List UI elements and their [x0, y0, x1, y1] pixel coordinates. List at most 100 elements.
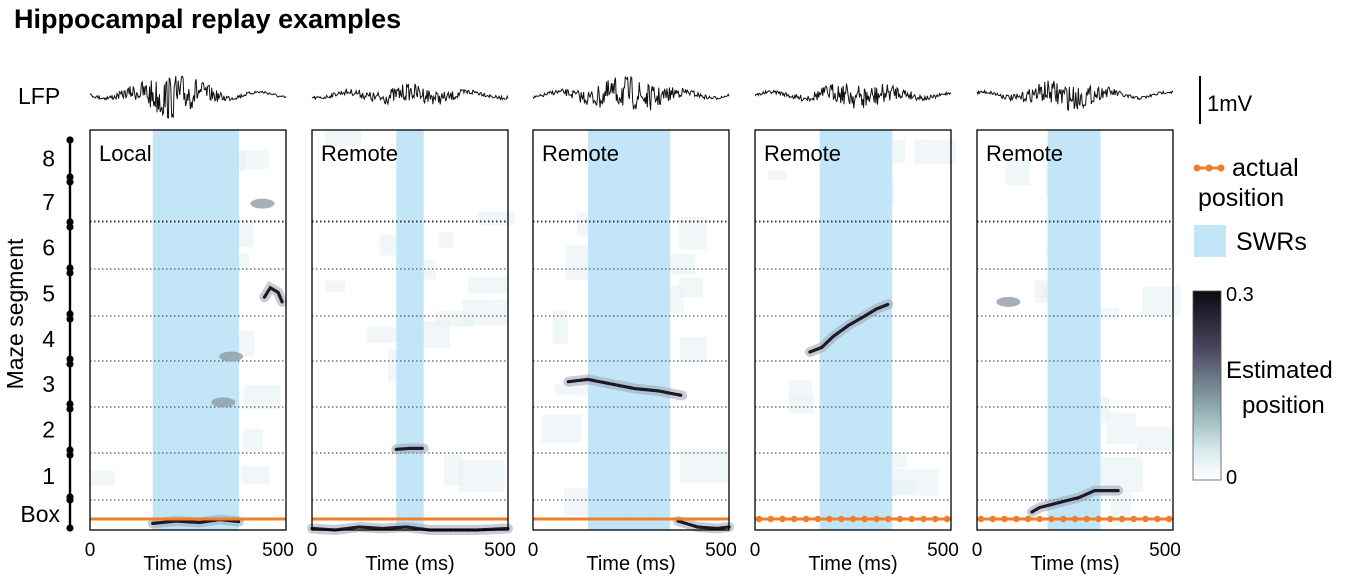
y-tick-label: 8: [42, 146, 55, 172]
posterior-haze: [554, 384, 601, 396]
actual-position-dot: [826, 515, 833, 523]
actual-position-dot: [245, 517, 249, 521]
lfp-trace: [754, 83, 952, 109]
actual-position-dot: [116, 517, 119, 521]
actual-position-dot: [896, 515, 904, 523]
panel-label: Remote: [542, 141, 619, 166]
y-tick-label: 3: [42, 371, 55, 397]
panel-label: Remote: [986, 141, 1063, 166]
actual-position-dot: [479, 517, 482, 521]
actual-position-dot: [408, 517, 412, 521]
legend: actual position SWRs 0.3 0 Estimated pos…: [1192, 154, 1333, 489]
segment-node: [66, 173, 74, 181]
x-tick-start: 0: [85, 540, 96, 561]
posterior-haze: [243, 384, 281, 410]
actual-position-dot: [1001, 515, 1008, 523]
panel-frame: [89, 129, 287, 531]
lfp-trace: [311, 82, 509, 106]
actual-position-dot: [885, 515, 892, 523]
x-tick-end: 500: [927, 540, 959, 561]
actual-position-dot: [1154, 515, 1161, 523]
lfp-traces: [89, 75, 1174, 119]
actual-position-dot: [653, 517, 656, 521]
x-tick-end: 500: [262, 540, 294, 561]
posterior-haze: [788, 397, 814, 414]
actual-position-dot: [849, 515, 857, 523]
swr-band: [819, 130, 893, 530]
replay-trajectory: [1030, 489, 1120, 514]
actual-position-dot: [174, 517, 178, 521]
posterior-haze: [458, 459, 505, 493]
actual-position-dot: [92, 517, 96, 521]
actual-position-dot: [373, 517, 377, 521]
actual-position-dot: [814, 515, 821, 523]
y-tick-label: 5: [42, 281, 55, 307]
panel-frame: [976, 129, 1174, 531]
actual-position-dot: [151, 517, 155, 521]
actual-position-dot: [326, 517, 330, 521]
posterior-haze: [680, 336, 708, 363]
swr-band: [152, 130, 239, 530]
actual-position-dot: [1036, 515, 1043, 523]
actual-position-dot: [629, 517, 633, 521]
actual-position-legend-dot: [1205, 164, 1213, 172]
actual-position-dot: [700, 517, 703, 521]
colorbar-max: 0.3: [1226, 284, 1254, 306]
actual-position-dot: [1024, 515, 1032, 523]
actual-position-dot: [163, 517, 166, 521]
actual-position-dot: [186, 517, 190, 521]
segment-node: [66, 493, 74, 501]
posterior-haze: [435, 311, 475, 328]
actual-position-dot: [1142, 515, 1149, 523]
scale-bar-label: 1mV: [1207, 91, 1253, 116]
x-axis-label: Time (ms): [808, 553, 897, 575]
swr-legend-label: SWRs: [1236, 228, 1307, 256]
segment-node: [66, 405, 74, 413]
actual-position-dot: [396, 517, 400, 521]
x-tick-start: 0: [750, 540, 761, 561]
actual-position-dot: [582, 517, 586, 521]
segment-node: [66, 315, 74, 323]
posterior-blob: [211, 397, 236, 408]
actual-position-dot: [767, 515, 774, 523]
actual-position-dot: [104, 517, 108, 521]
panel-frame: [754, 129, 952, 531]
actual-position-dot: [385, 517, 388, 521]
decoding-panel-5: Remote 0 500 Time (ms): [972, 129, 1181, 575]
posterior-haze: [438, 231, 454, 249]
posterior-haze: [679, 277, 703, 298]
x-tick-start: 0: [972, 540, 983, 561]
actual-position-dot: [989, 515, 996, 523]
segment-node: [66, 178, 74, 186]
posterior-haze: [1136, 426, 1175, 451]
decoding-panel-4: Remote 0 500 Time (ms): [750, 129, 959, 575]
y-tick-label: Box: [20, 501, 60, 527]
replay-trajectory: [676, 519, 731, 531]
actual-position-dot: [664, 517, 668, 521]
y-tick-label: 4: [42, 326, 55, 352]
actual-position-dot: [268, 517, 272, 521]
colorbar-title-line1: Estimated: [1226, 357, 1333, 384]
x-tick-end: 500: [705, 540, 737, 561]
y-tick-label: 6: [42, 235, 55, 261]
actual-position-dot: [755, 515, 763, 523]
actual-position-dot: [127, 517, 131, 521]
posterior-blob: [219, 351, 244, 362]
actual-position-dot: [455, 517, 459, 521]
actual-position-dot: [1048, 515, 1055, 523]
posterior-haze: [1141, 286, 1181, 316]
actual-position-dot: [1165, 515, 1173, 523]
actual-position-dot: [559, 517, 562, 521]
actual-position-dot: [257, 517, 260, 521]
posterior-haze: [243, 428, 263, 452]
actual-position-dot: [361, 517, 365, 521]
actual-position-dot: [617, 517, 621, 521]
actual-position-dot: [338, 517, 341, 521]
posterior-blob: [250, 198, 275, 209]
y-tick-label: 1: [42, 463, 55, 489]
segment-node: [66, 446, 74, 454]
actual-position-dot: [280, 517, 284, 521]
posterior-haze: [679, 448, 730, 483]
actual-position-dot: [139, 517, 143, 521]
